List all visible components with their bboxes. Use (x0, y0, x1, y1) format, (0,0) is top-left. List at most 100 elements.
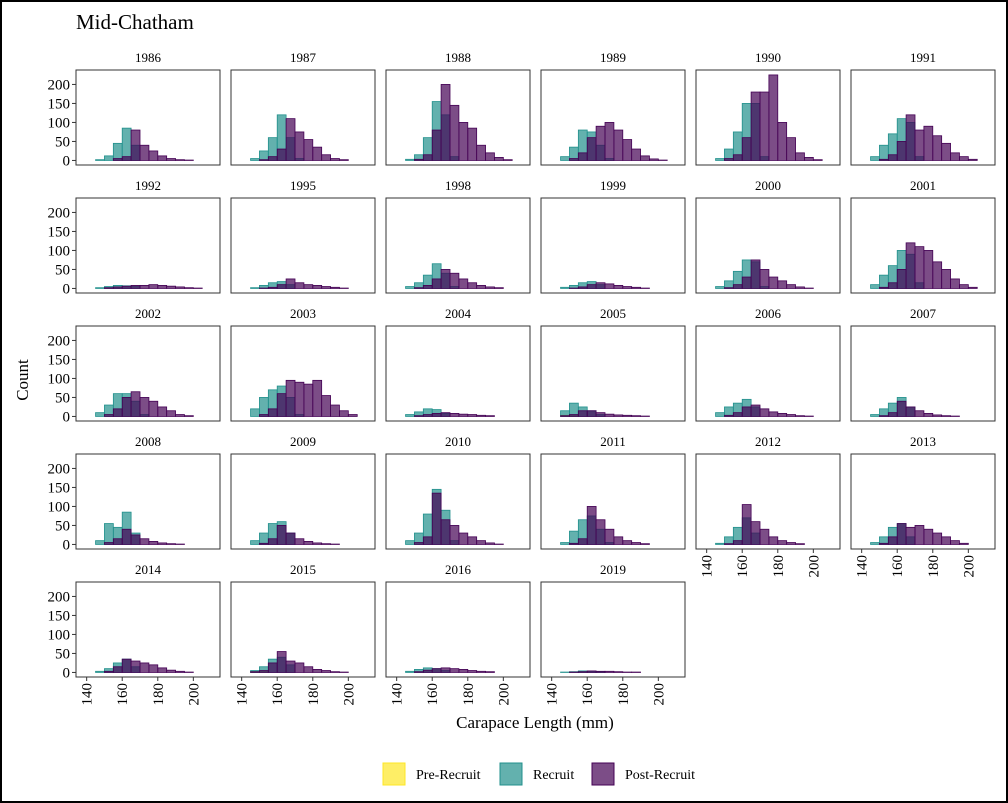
histogram-bar (166, 158, 176, 161)
panel-title: 1987 (290, 50, 317, 65)
x-tick-label: 180 (306, 683, 322, 706)
histogram-bar (485, 542, 495, 545)
histogram-bar (294, 538, 305, 545)
histogram-bar (604, 122, 615, 161)
x-axis-label: Carapace Length (mm) (456, 713, 614, 732)
histogram-bar (458, 532, 469, 545)
legend-key (499, 762, 523, 786)
histogram-bar (285, 278, 296, 289)
histogram-bar (175, 286, 185, 289)
histogram-bar (741, 137, 752, 161)
histogram-bar (905, 114, 916, 161)
histogram-bar (303, 666, 314, 673)
histogram-bar (887, 282, 898, 289)
histogram-bar (795, 152, 805, 161)
histogram-bar (95, 287, 105, 289)
histogram-bar (732, 540, 743, 545)
histogram-bar (604, 413, 615, 417)
x-tick-label: 200 (651, 683, 667, 706)
histogram-bar (321, 395, 331, 417)
histogram-bar (121, 127, 132, 161)
y-tick-label: 150 (48, 96, 71, 112)
histogram-bar (285, 118, 296, 161)
histogram-bar (422, 669, 433, 673)
y-tick-label: 150 (48, 608, 71, 624)
panel-title: 2012 (755, 434, 781, 449)
histogram-bar (104, 542, 114, 545)
histogram-bar (494, 156, 504, 161)
histogram-bar (577, 671, 588, 673)
histogram-bar (449, 525, 460, 545)
histogram-bar (932, 532, 943, 545)
panel-title: 2019 (600, 562, 626, 577)
panel-title: 1989 (600, 50, 626, 65)
histogram-bar (440, 269, 451, 289)
legend-key (382, 762, 406, 786)
histogram-bar (259, 670, 269, 673)
histogram-bar (139, 662, 150, 673)
histogram-bar (303, 541, 314, 545)
histogram-bar (166, 410, 176, 417)
histogram-bar (613, 129, 624, 161)
histogram-bar (569, 158, 579, 161)
histogram-bar (649, 158, 659, 161)
histogram-bar (259, 542, 269, 545)
x-tick-label: 160 (890, 555, 906, 578)
panel (75, 453, 221, 550)
histogram-bar (795, 415, 805, 417)
histogram-bar (321, 154, 331, 161)
histogram-bar (586, 410, 597, 417)
panel-title: 1990 (755, 50, 781, 65)
histogram-bar (879, 158, 889, 161)
histogram-bar (175, 670, 185, 673)
x-tick-label: 200 (186, 683, 202, 706)
histogram-bar (485, 671, 495, 673)
histogram-bar (640, 543, 650, 545)
histogram-bar (294, 381, 305, 417)
histogram-bar (130, 534, 141, 545)
histogram-bar (414, 158, 424, 161)
histogram-bar (577, 152, 588, 161)
y-tick-label: 50 (55, 134, 70, 150)
x-tick-label: 200 (496, 683, 512, 706)
histogram-bar (923, 412, 934, 417)
panel (230, 453, 376, 550)
histogram-bar (405, 670, 415, 673)
histogram-bar (440, 84, 451, 161)
x-tick-label: 180 (151, 683, 167, 706)
histogram-bar (879, 286, 889, 289)
y-tick-label: 100 (48, 499, 71, 515)
histogram-bar (750, 259, 761, 289)
histogram-bar (786, 137, 796, 161)
histogram-bar (595, 519, 606, 545)
histogram-bar (560, 542, 570, 545)
histogram-bar (887, 412, 898, 417)
histogram-bar (104, 670, 114, 673)
histogram-bar (330, 404, 340, 417)
histogram-bar (879, 415, 889, 417)
histogram-bar (870, 156, 880, 161)
histogram-bar (312, 669, 323, 673)
histogram-bar (569, 414, 579, 417)
histogram-bar (267, 662, 278, 673)
histogram-bar (267, 156, 278, 161)
histogram-bar (879, 144, 889, 161)
panel (540, 197, 686, 294)
y-tick-label: 100 (48, 243, 71, 259)
histogram-bar (259, 532, 269, 545)
histogram-bar (905, 526, 916, 545)
histogram-bar (449, 272, 460, 289)
histogram-bar (422, 154, 433, 161)
histogram-bar (777, 122, 788, 161)
histogram-bar (732, 284, 743, 289)
histogram-bar (285, 379, 296, 417)
histogram-bar (932, 261, 943, 289)
x-tick-label: 160 (425, 683, 441, 706)
histogram-bar (148, 541, 159, 545)
histogram-bar (312, 146, 323, 161)
histogram-bar (285, 532, 296, 545)
histogram-bar (569, 542, 579, 545)
histogram-bar (613, 536, 624, 545)
histogram-bar (467, 670, 478, 673)
histogram-bar (586, 137, 597, 161)
